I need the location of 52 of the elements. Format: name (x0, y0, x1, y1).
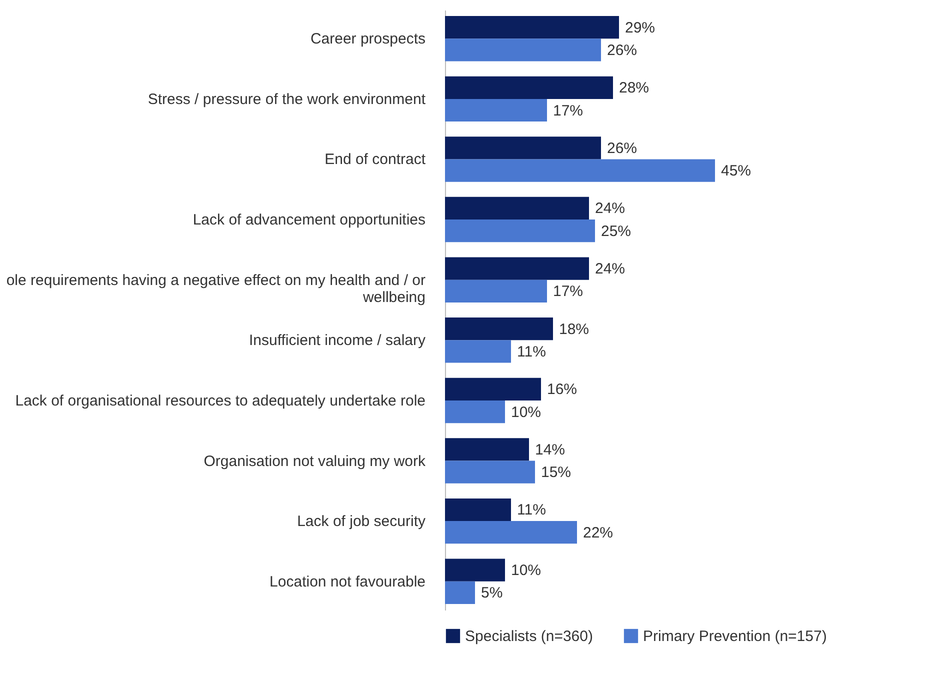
y-tick-label: Insufficient income / salary (249, 332, 426, 350)
data-label: 11% (517, 343, 546, 360)
data-label: 25% (601, 222, 632, 240)
legend-label: Specialists (n=360) (465, 628, 593, 645)
data-label: 28% (619, 80, 650, 97)
data-label: 22% (583, 524, 614, 542)
y-tick-label: ole requirements having a negative effect on my health and / or wellbeing (6, 272, 426, 306)
y-tick-label: Career prospects (310, 30, 426, 48)
data-label: 14% (535, 441, 566, 458)
data-label: 17% (553, 102, 584, 120)
bar (445, 16, 619, 39)
legend-label: Primary Prevention (n=157) (643, 628, 827, 645)
data-label: 10% (511, 562, 542, 580)
bar (445, 498, 511, 522)
bar (445, 76, 613, 99)
bar (445, 98, 547, 122)
bar (445, 521, 577, 544)
bar (445, 38, 601, 62)
data-label: 26% (607, 140, 638, 157)
y-tick-label: Lack of advancement opportunities (192, 212, 426, 229)
y-tick-label: End of contract (324, 151, 426, 168)
data-label: 29% (625, 19, 656, 36)
y-tick-label: Lack of job security (297, 513, 426, 530)
y-tick-label: Lack of organisational resources to adequately undertake role (15, 392, 426, 410)
data-label: 24% (595, 260, 626, 278)
y-tick-label: Organisation not valuing my work (204, 452, 426, 470)
bar (445, 581, 475, 604)
data-label: 17% (553, 283, 584, 300)
bar (445, 257, 589, 280)
bar (445, 196, 589, 220)
data-label: 18% (559, 320, 590, 338)
bar (445, 159, 715, 182)
bar (445, 280, 547, 302)
bar (445, 378, 541, 400)
bar (445, 136, 601, 160)
data-label: 26% (607, 42, 638, 59)
y-tick-label: Stress / pressure of the work environment (148, 90, 426, 108)
data-label: 24% (595, 200, 626, 218)
bar (445, 438, 529, 461)
data-label: 16% (547, 381, 578, 398)
bar (445, 340, 511, 363)
data-label: 45% (721, 162, 752, 180)
bar (445, 558, 505, 582)
bar (445, 400, 505, 424)
data-label: 11% (517, 502, 546, 519)
bar (445, 318, 553, 340)
data-label: 15% (541, 464, 572, 482)
y-tick-label: Location not favourable (270, 573, 426, 590)
bar (445, 460, 535, 484)
data-label: 5% (481, 584, 503, 602)
bar (445, 220, 595, 242)
data-label: 10% (511, 404, 542, 421)
